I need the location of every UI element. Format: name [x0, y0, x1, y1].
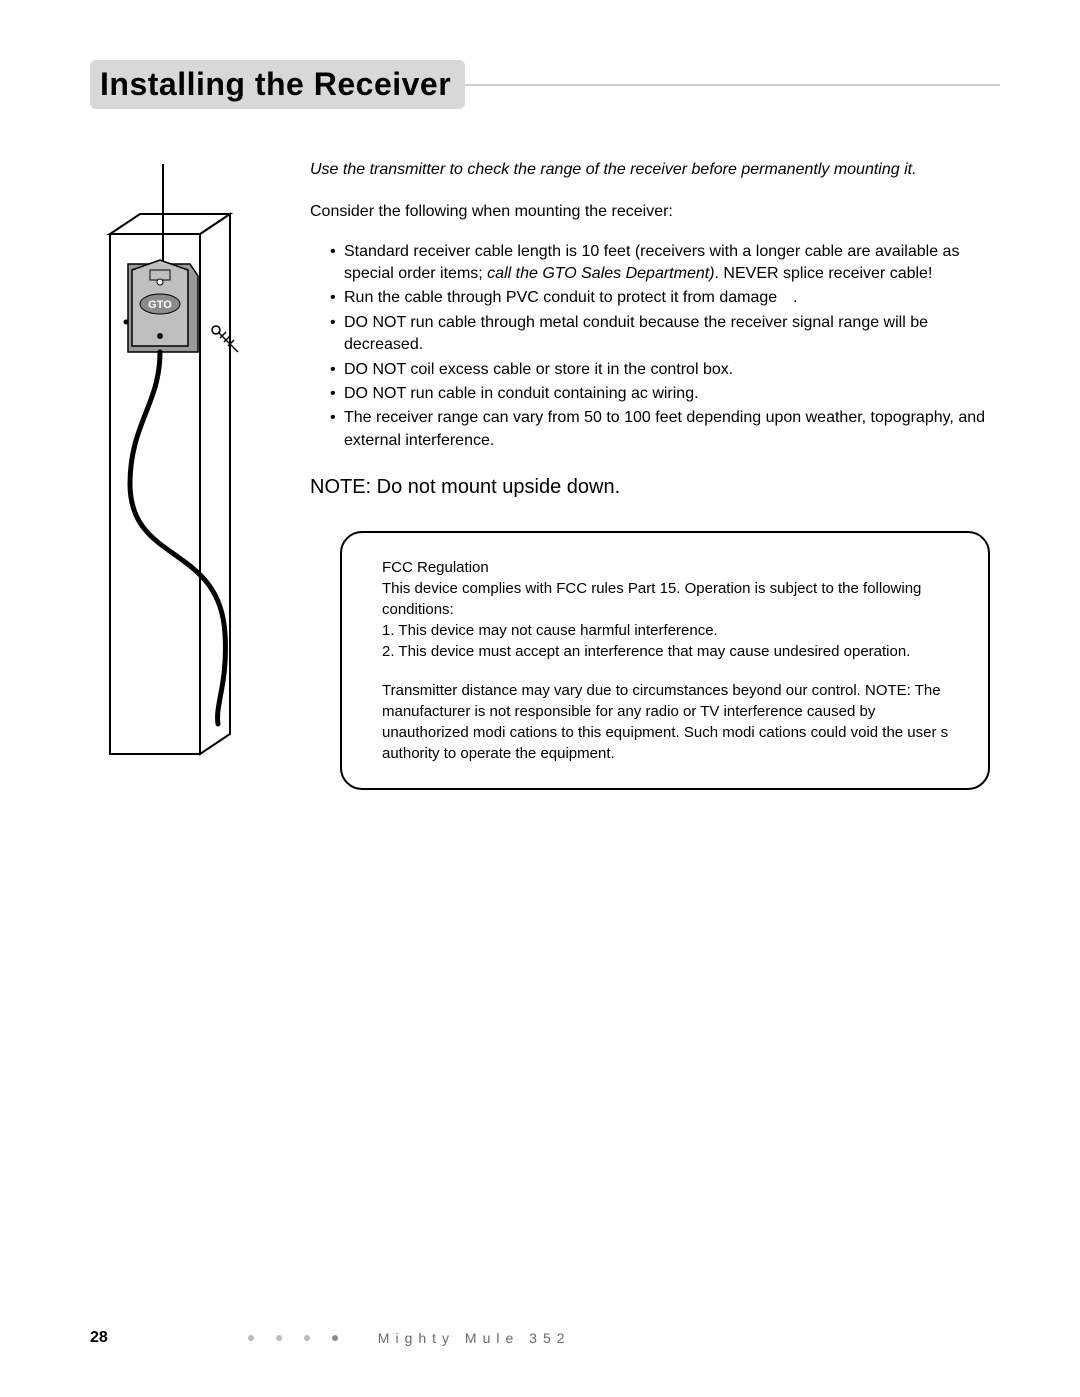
bullet-1-post: . NEVER splice receiver cable! — [715, 265, 933, 282]
intro-note: Use the transmitter to check the range o… — [310, 159, 1000, 181]
dot-icon — [304, 1335, 310, 1341]
fcc-line-1: This device complies with FCC rules Part… — [382, 578, 962, 620]
mounting-bullets: Standard receiver cable length is 10 fee… — [310, 241, 1000, 453]
fcc-paragraph-2: Transmitter distance may vary due to cir… — [382, 680, 962, 764]
bullet-6: The receiver range can vary from 50 to 1… — [330, 407, 1000, 452]
receiver-post-diagram: GTO — [90, 164, 290, 784]
bullet-4: DO NOT coil excess cable or store it in … — [330, 359, 1000, 381]
bullet-1-italic: call the GTO Sales Department) — [487, 265, 714, 282]
diagram-column: GTO — [90, 159, 300, 789]
heading-rule — [465, 84, 1000, 86]
content-row: GTO Use the transmitter to check the ran… — [90, 159, 1000, 790]
fcc-paragraph-1: FCC Regulation This device complies with… — [382, 557, 962, 662]
bullet-1: Standard receiver cable length is 10 fee… — [330, 241, 1000, 286]
bullet-3: DO NOT run cable through metal conduit b… — [330, 312, 1000, 357]
footer-dots — [248, 1335, 338, 1341]
page-footer: 28 Mighty Mule 352 — [90, 1329, 1000, 1347]
receiver-logo-text: GTO — [148, 299, 172, 311]
page-heading: Installing the Receiver — [90, 60, 465, 109]
consider-line: Consider the following when mounting the… — [310, 203, 1000, 221]
fcc-line-2: 1. This device may not cause harmful int… — [382, 620, 962, 641]
dot-icon — [332, 1335, 338, 1341]
bullet-2: Run the cable through PVC conduit to pro… — [330, 287, 1000, 309]
page-number: 28 — [90, 1329, 108, 1347]
footer-title: Mighty Mule 352 — [378, 1330, 571, 1346]
fcc-regulation-box: FCC Regulation This device complies with… — [340, 531, 990, 790]
dot-icon — [276, 1335, 282, 1341]
fcc-line-3: 2. This device must accept an interferen… — [382, 641, 962, 662]
dot-icon — [248, 1335, 254, 1341]
heading-row: Installing the Receiver — [90, 60, 1000, 109]
note-upside-down: NOTE: Do not mount upside down. — [310, 476, 1000, 499]
fcc-title: FCC Regulation — [382, 557, 962, 578]
text-column: Use the transmitter to check the range o… — [300, 159, 1000, 790]
bullet-5: DO NOT run cable in conduit containing a… — [330, 383, 1000, 405]
